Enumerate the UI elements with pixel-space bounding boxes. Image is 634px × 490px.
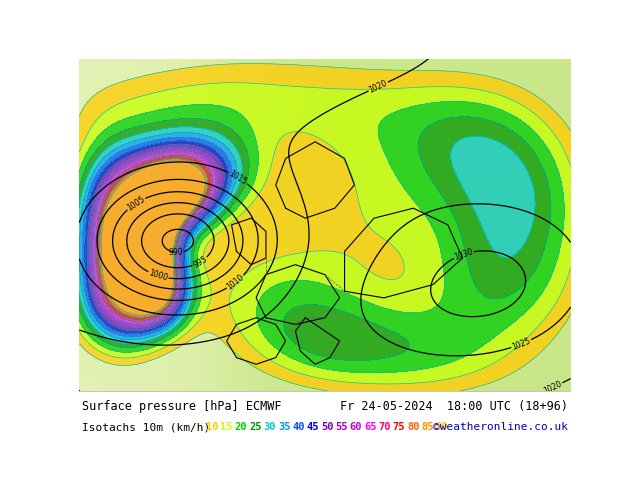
Text: 85: 85 [422, 422, 434, 433]
Text: 20: 20 [235, 422, 247, 433]
Text: 15: 15 [221, 422, 233, 433]
Text: 35: 35 [278, 422, 290, 433]
Text: 990: 990 [168, 247, 183, 257]
Text: 1010: 1010 [225, 272, 246, 292]
Text: 995: 995 [191, 254, 209, 270]
Text: 1030: 1030 [453, 247, 474, 262]
Text: 40: 40 [292, 422, 305, 433]
Text: 10: 10 [206, 422, 219, 433]
Text: Fr 24-05-2024  18:00 UTC (18+96): Fr 24-05-2024 18:00 UTC (18+96) [340, 400, 568, 413]
Text: 75: 75 [392, 422, 405, 433]
Text: ©weatheronline.co.uk: ©weatheronline.co.uk [433, 422, 568, 433]
Text: 1025: 1025 [511, 336, 532, 352]
Text: 70: 70 [378, 422, 391, 433]
Text: 25: 25 [249, 422, 262, 433]
Text: 1020: 1020 [542, 379, 564, 396]
Text: 80: 80 [407, 422, 420, 433]
Text: 1000: 1000 [148, 269, 169, 283]
Text: Isotachs 10m (km/h): Isotachs 10m (km/h) [82, 422, 210, 433]
Text: 45: 45 [307, 422, 319, 433]
Text: 30: 30 [264, 422, 276, 433]
Text: 65: 65 [364, 422, 377, 433]
Text: 60: 60 [350, 422, 362, 433]
Text: 90: 90 [436, 422, 448, 433]
Text: 1020: 1020 [368, 78, 389, 95]
Text: 50: 50 [321, 422, 333, 433]
Text: 1005: 1005 [126, 195, 146, 212]
Text: 1015: 1015 [228, 169, 249, 187]
Text: 55: 55 [335, 422, 348, 433]
Text: Surface pressure [hPa] ECMWF: Surface pressure [hPa] ECMWF [82, 400, 281, 413]
